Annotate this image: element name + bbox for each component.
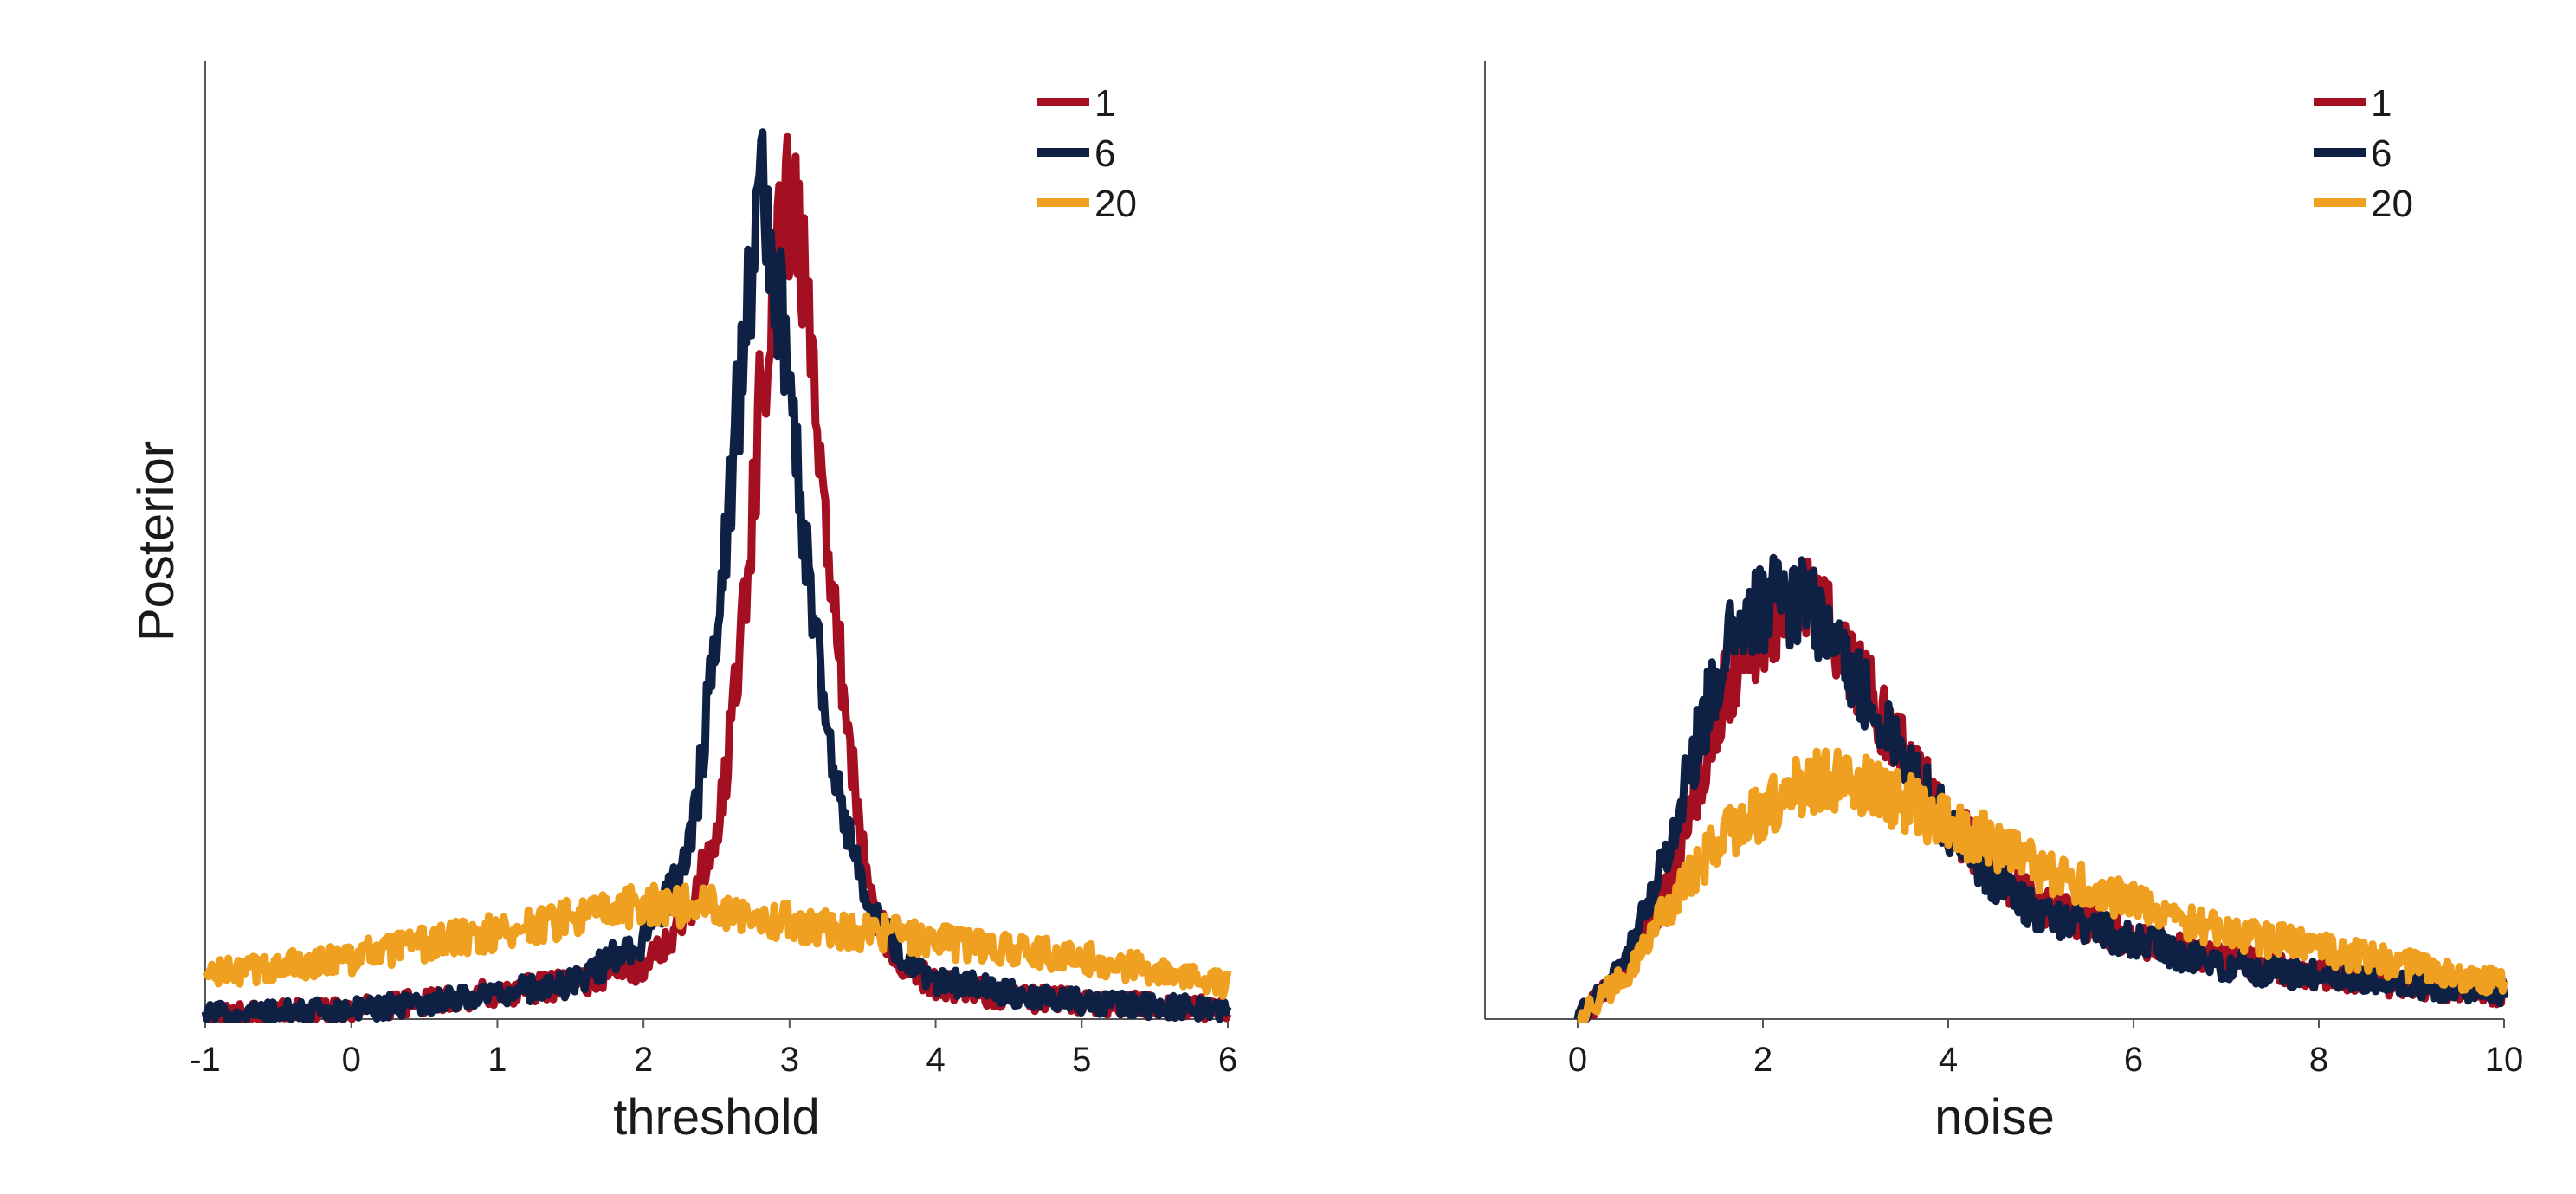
x-axis-title: noise — [1934, 1089, 2055, 1146]
legend-label-1: 1 — [2371, 82, 2392, 125]
legend-label-1: 1 — [1094, 82, 1115, 125]
legend-label-6: 6 — [2371, 132, 2392, 175]
x-tick-label: 5 — [1072, 1041, 1091, 1079]
x-axis-title: threshold — [613, 1089, 820, 1146]
x-tick-label: 0 — [1568, 1041, 1587, 1079]
x-tick-label: 0 — [342, 1041, 361, 1079]
legend-label-6: 6 — [1094, 132, 1115, 175]
series-line-6 — [201, 128, 1232, 1023]
series-line-20 — [1575, 747, 2508, 1023]
x-tick-label: 1 — [487, 1041, 507, 1079]
x-tick-label: 3 — [780, 1041, 799, 1079]
x-tick-label: 8 — [2309, 1041, 2328, 1079]
noise-panel: 0 2 4 6 8 10 noise 1 6 20 — [1484, 61, 2524, 1146]
x-tick-label: 10 — [2485, 1041, 2524, 1079]
x-tick-label: 6 — [2124, 1041, 2143, 1079]
legend-label-20: 20 — [1094, 183, 1137, 225]
legend-label-20: 20 — [2371, 183, 2413, 225]
x-tick-label: 2 — [634, 1041, 653, 1079]
x-tick-label: -1 — [190, 1041, 221, 1079]
x-tick-label: 4 — [1939, 1041, 1958, 1079]
x-tick-label: 2 — [1753, 1041, 1772, 1079]
x-tick-label: 6 — [1218, 1041, 1237, 1079]
threshold-panel: -1 0 1 2 3 4 5 6 threshold 1 6 20 — [190, 61, 1237, 1146]
series-line-6 — [1573, 553, 2508, 1023]
x-tick-label: 4 — [926, 1041, 945, 1079]
series-line-20 — [203, 881, 1232, 1000]
y-axis-title: Posterior — [128, 441, 184, 642]
series-line-1 — [202, 132, 1232, 1023]
